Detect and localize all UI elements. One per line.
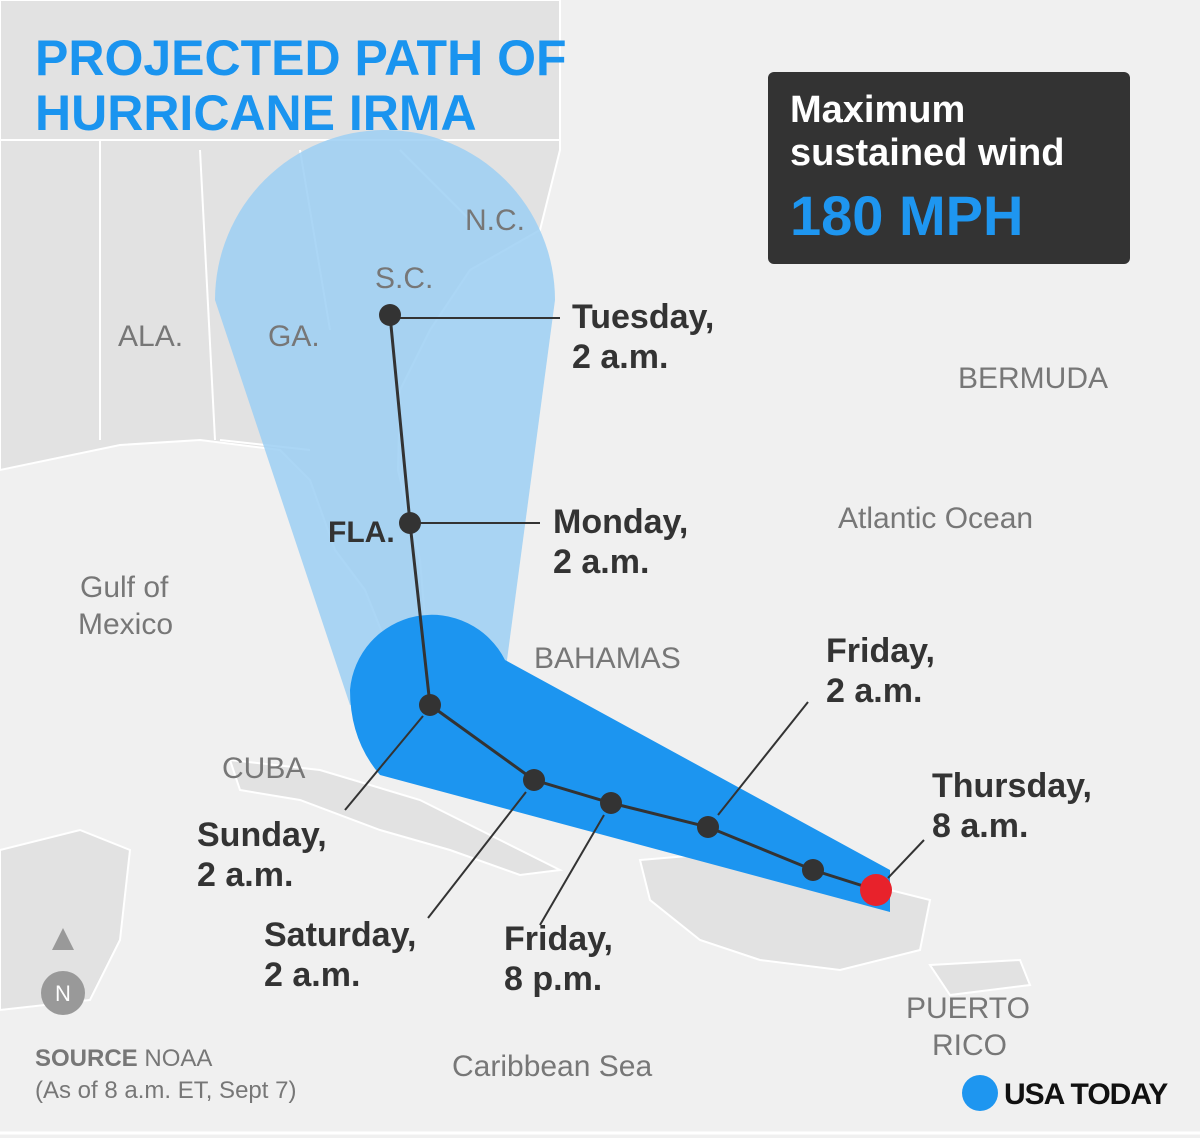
forecast-cone — [215, 130, 555, 705]
place-label: CUBA — [222, 752, 305, 785]
leader-line — [539, 814, 605, 926]
dot — [600, 792, 622, 814]
dot — [523, 769, 545, 791]
place-label: BERMUDA — [958, 362, 1108, 395]
dot — [419, 694, 441, 716]
leader-line — [344, 715, 424, 811]
time-label: Saturday, — [264, 916, 416, 954]
track-line — [388, 314, 877, 892]
time-label: Thursday, — [932, 767, 1092, 805]
time-label: 8 p.m. — [504, 960, 602, 998]
source-note: (As of 8 a.m. ET, Sept 7) — [35, 1077, 296, 1104]
place-label: Caribbean Sea — [452, 1050, 652, 1083]
time-label: Friday, — [826, 632, 935, 670]
logo-circle — [962, 1075, 998, 1111]
leader-line — [887, 839, 925, 879]
place-label: Mexico — [78, 608, 173, 641]
north-arrow — [52, 928, 74, 950]
time-label: 8 a.m. — [932, 807, 1028, 845]
dot — [697, 816, 719, 838]
north-circle — [41, 971, 85, 1015]
track-dots — [379, 304, 824, 881]
place-label: GA. — [268, 320, 320, 353]
source: SOURCE NOAA — [35, 1045, 212, 1072]
time-label: 2 a.m. — [826, 672, 922, 710]
place-label: Gulf of — [80, 571, 169, 604]
wind-label: Maximum — [790, 89, 965, 131]
current-position — [860, 874, 892, 906]
wind-label: sustained wind — [790, 132, 1064, 174]
time-label: Tuesday, — [572, 298, 714, 336]
place-label: RICO — [932, 1029, 1007, 1062]
time-label: 2 a.m. — [553, 543, 649, 581]
time-label: Monday, — [553, 503, 688, 541]
dot — [399, 512, 421, 534]
place-label: S.C. — [375, 262, 433, 295]
place-label: PUERTO — [906, 992, 1030, 1025]
place-label: FLA. — [328, 516, 395, 549]
puerto-rico-land — [928, 958, 1032, 997]
source-label: SOURCE — [35, 1045, 138, 1072]
wind-box — [768, 72, 1130, 264]
place-label: BAHAMAS — [534, 642, 681, 675]
leader-line — [717, 701, 809, 816]
time-label: 2 a.m. — [197, 856, 293, 894]
wind-value: 180 MPH — [790, 184, 1023, 247]
place-label: N.C. — [465, 204, 525, 237]
dot — [379, 304, 401, 326]
place-label: ALA. — [118, 320, 183, 353]
title: PROJECTED PATH OF — [35, 30, 567, 86]
cuba-land — [228, 758, 564, 877]
yucatan — [0, 828, 132, 1012]
place-label: Atlantic Ocean — [838, 502, 1033, 535]
time-label: 2 a.m. — [572, 338, 668, 376]
logo: USA TODAY — [1004, 1078, 1168, 1111]
north-label: N — [55, 981, 71, 1006]
time-label: Friday, — [504, 920, 613, 958]
time-label: Sunday, — [197, 816, 327, 854]
time-label: 2 a.m. — [264, 956, 360, 994]
dot — [802, 859, 824, 881]
title: HURRICANE IRMA — [35, 85, 477, 141]
leader-line — [427, 791, 527, 919]
hurricane-cone — [350, 614, 890, 912]
source-text: NOAA — [144, 1045, 212, 1072]
